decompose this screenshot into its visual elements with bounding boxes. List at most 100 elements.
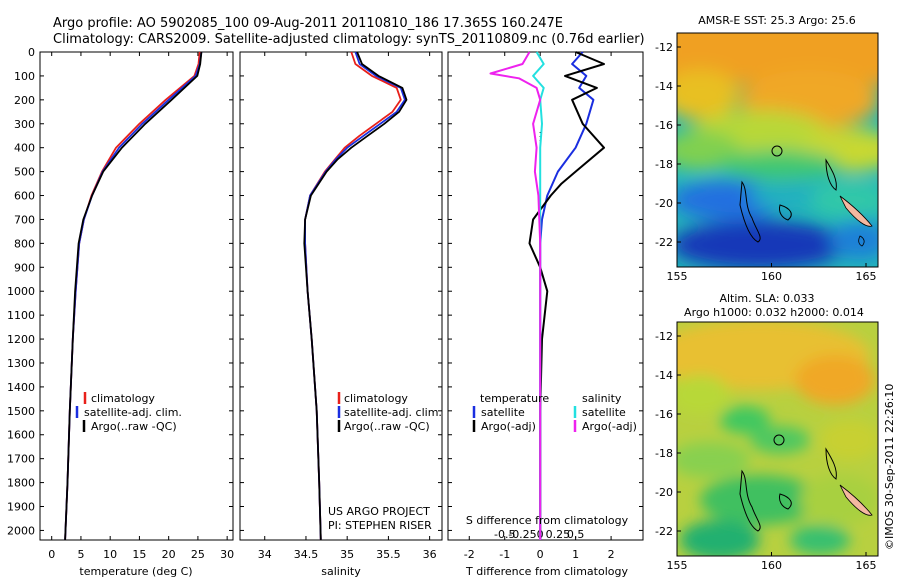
depth-tick-label: 700: [14, 213, 35, 226]
depth-tick-label: 1600: [7, 429, 35, 442]
x-tick-label: -2: [464, 548, 475, 561]
x-tick-label: 15: [132, 548, 146, 561]
map-x-tick-label: 165: [856, 559, 877, 572]
depth-tick-label: 800: [14, 237, 35, 250]
panel-frame: [39, 51, 234, 541]
map-y-tick-label: -22: [655, 236, 673, 249]
x-tick-label: 36: [423, 548, 437, 561]
map-y-tick-label: -16: [655, 408, 673, 421]
depth-tick-label: 600: [14, 190, 35, 203]
depth-tick-label: 1200: [7, 333, 35, 346]
series-line: [489, 51, 542, 540]
map-x-tick-label: 160: [761, 270, 782, 283]
x-tick-label: 34: [258, 548, 272, 561]
depth-tick-label: 100: [14, 70, 35, 83]
map-y-tick-label: -20: [655, 486, 673, 499]
svg-text:Argo(-adj): Argo(-adj): [481, 420, 536, 433]
depth-tick-label: 1700: [7, 453, 35, 466]
x-tick-label: 25: [191, 548, 205, 561]
depth-tick-label: 1100: [7, 309, 35, 322]
depth-tick-label: 2000: [7, 524, 35, 537]
svg-text:Argo(..raw -QC): Argo(..raw -QC): [344, 420, 430, 433]
sla-map: [677, 322, 878, 556]
depth-tick-label: 0: [28, 46, 35, 59]
panel-frame: [447, 51, 644, 541]
depth-tick-label: 500: [14, 166, 35, 179]
svg-text:Argo(..raw -QC): Argo(..raw -QC): [91, 420, 177, 433]
series-line: [64, 51, 203, 541]
x-tick-label: 5: [77, 548, 84, 561]
depth-tick-label: 1300: [7, 357, 35, 370]
map-y-tick-label: -22: [655, 525, 673, 538]
x-tick-label: 0: [537, 548, 544, 561]
map-x-tick-label: 155: [667, 270, 688, 283]
depth-tick-label: 300: [14, 118, 35, 131]
project-label: US ARGO PROJECT: [328, 505, 430, 518]
series-line: [304, 51, 406, 541]
map1-title: AMSR-E SST: 25.3 Argo: 25.6: [698, 14, 856, 27]
map2-title1: Altim. SLA: 0.033: [719, 292, 814, 305]
depth-tick-label: 1500: [7, 405, 35, 418]
salinity-xlabel: salinity: [321, 565, 361, 578]
t-diff-xlabel: T difference from climatology: [465, 565, 628, 578]
x-tick-label: 34.5: [294, 548, 319, 561]
map-y-tick-label: -20: [655, 197, 673, 210]
depth-tick-label: 400: [14, 142, 35, 155]
header-line2: Climatology: CARS2009. Satellite-adjuste…: [53, 32, 645, 47]
temperature-panel: 0 5 10 15 20 25 30: [39, 51, 234, 561]
series-line: [303, 51, 408, 541]
x-tick-label: 0: [48, 548, 55, 561]
panel-frame: [239, 51, 443, 541]
series-line: [528, 51, 605, 540]
svg-text:Argo(-adj): Argo(-adj): [582, 420, 637, 433]
imos-timestamp: ©IMOS 30-Sep-2011 22:26:10: [883, 384, 896, 550]
x-tick-label: 20: [162, 548, 176, 561]
pi-label: PI: STEPHEN RISER: [328, 519, 432, 532]
map-y-tick-label: -18: [655, 447, 673, 460]
depth-tick-label: 1400: [7, 381, 35, 394]
map1-frame: [676, 32, 879, 268]
sst-map: [677, 33, 878, 267]
x-tick-label: -1: [499, 548, 510, 561]
map-x-tick-label: 155: [667, 559, 688, 572]
temperature-xlabel: temperature (deg C): [79, 565, 192, 578]
svg-text:satellite: satellite: [582, 406, 626, 419]
series-line: [532, 51, 545, 540]
map-x-tick-label: 165: [856, 270, 877, 283]
difference-panel: -2 -1 0 1 2-0.5-0.25 0 0.250.5: [447, 51, 644, 561]
depth-axis: 0 100 200 300 400 500 600 700 800 900 1000 1100 1200…: [7, 46, 35, 537]
temperature-legend: climatology satellite-adj. clim. Argo(..…: [75, 392, 182, 433]
map2-frame: [676, 321, 879, 557]
x-tick-label: 35: [340, 548, 354, 561]
svg-text:satellite-adj. clim.: satellite-adj. clim.: [84, 406, 182, 419]
s-diff-xlabel: S difference from climatology: [466, 514, 629, 527]
map-y-tick-label: -14: [655, 369, 673, 382]
x-tick-label: 30: [220, 548, 234, 561]
header-line1: Argo profile: AO 5902085_100 09-Aug-2011…: [53, 16, 563, 31]
salinity-legend: climatology satellite-adj. clim. Argo(..…: [337, 392, 442, 433]
svg-text:climatology: climatology: [344, 392, 408, 405]
depth-tick-label: 900: [14, 261, 35, 274]
depth-tick-label: 200: [14, 94, 35, 107]
x-tick-label: 35.5: [376, 548, 401, 561]
difference-legend: temperature salinity satellite Argo(-adj…: [472, 392, 637, 433]
series-line: [539, 51, 595, 540]
map-y-tick-label: -14: [655, 80, 673, 93]
map1-axes: 155 160 165 -12 -14 -16 -18 -20 -22: [655, 41, 876, 283]
salinity-panel: 34 34.5 35 35.5 36: [239, 51, 443, 561]
s-tick-label: -0.5: [494, 528, 515, 541]
svg-text:salinity: salinity: [582, 392, 622, 405]
svg-text:satellite-adj. clim.: satellite-adj. clim.: [344, 406, 442, 419]
map-y-tick-label: -12: [655, 41, 673, 54]
svg-text:satellite: satellite: [481, 406, 525, 419]
s-tick-label: 0.25: [546, 528, 571, 541]
x-tick-label: 1: [572, 548, 579, 561]
depth-tick-label: 1900: [7, 501, 35, 514]
series-line: [64, 51, 201, 541]
map-y-tick-label: -12: [655, 330, 673, 343]
map-x-tick-label: 160: [761, 559, 782, 572]
svg-text:temperature: temperature: [480, 392, 549, 405]
map-y-tick-label: -16: [655, 119, 673, 132]
depth-tick-label: 1800: [7, 477, 35, 490]
